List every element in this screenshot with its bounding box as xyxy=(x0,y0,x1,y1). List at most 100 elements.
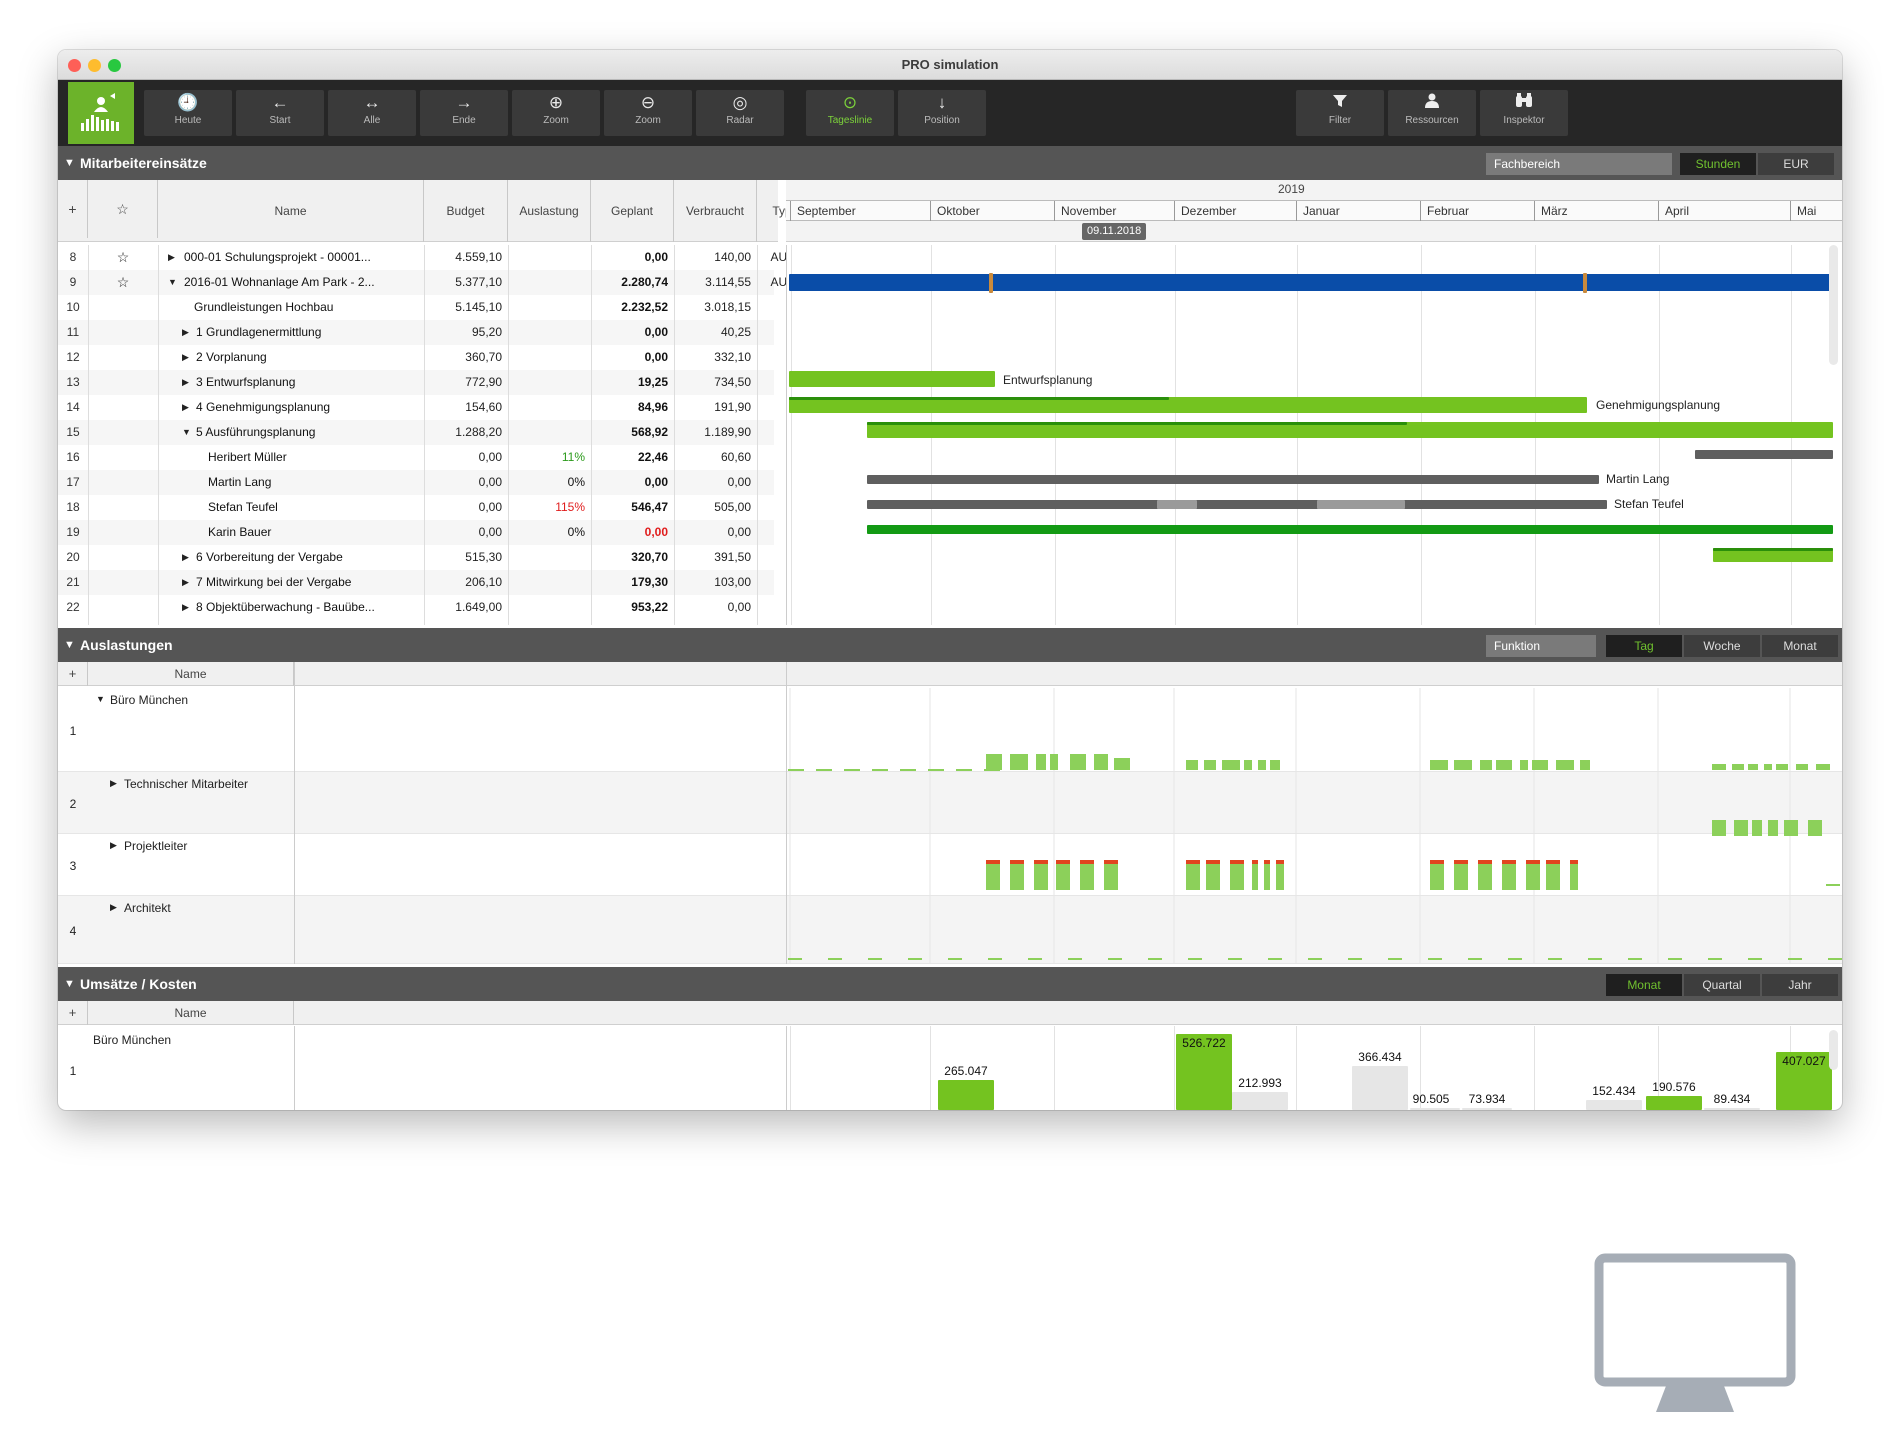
revenue-bar[interactable] xyxy=(1462,1108,1512,1110)
revenue-bar[interactable] xyxy=(1176,1034,1232,1110)
favorite-star-icon[interactable] xyxy=(88,295,158,320)
favorite-star-icon[interactable] xyxy=(88,545,158,570)
favorite-star-icon[interactable] xyxy=(88,370,158,395)
view-tag-button[interactable]: Tag xyxy=(1606,635,1682,657)
favorite-star-icon[interactable] xyxy=(88,570,158,595)
column-header-auslastung[interactable]: Auslastung xyxy=(508,180,591,242)
gantt-bar-karin-bauer[interactable] xyxy=(867,525,1833,534)
funktion-field[interactable]: Funktion xyxy=(1486,635,1596,657)
table-row[interactable]: 21 ▶ 7 Mitwirkung bei der Vergabe 206,10 179… xyxy=(58,570,774,595)
milestone-marker[interactable] xyxy=(1583,273,1587,293)
gantt-bar-stefan-teufel[interactable] xyxy=(867,500,1607,509)
add-column-button[interactable]: + xyxy=(58,1001,88,1025)
minimize-window-button[interactable] xyxy=(88,59,101,72)
list-item[interactable]: 3 ▶ Projektleiter xyxy=(58,834,1842,896)
add-column-button[interactable]: + xyxy=(58,180,88,238)
today-marker[interactable]: 09.11.2018 xyxy=(1082,223,1147,240)
column-header-name[interactable]: Name xyxy=(88,1001,294,1025)
revenue-bar[interactable] xyxy=(1232,1092,1288,1110)
expand-arrow-icon[interactable]: ▶ xyxy=(168,252,175,262)
close-window-button[interactable] xyxy=(68,59,81,72)
gantt-bar-entwurfsplanung[interactable] xyxy=(789,371,995,387)
start-button[interactable]: ← Start xyxy=(236,90,324,136)
table-row[interactable]: 10 Grundleistungen Hochbau 5.145,10 2.232,5… xyxy=(58,295,774,320)
column-header-geplant[interactable]: Geplant xyxy=(591,180,674,242)
collapse-triangle-icon[interactable]: ▼ xyxy=(64,639,75,651)
list-item[interactable]: 1 ▼ Büro München xyxy=(58,688,1842,772)
expand-arrow-icon[interactable]: ▶ xyxy=(182,352,189,362)
table-row[interactable]: 20 ▶ 6 Vorbereitung der Vergabe 515,30 320,7… xyxy=(58,545,774,570)
table-row[interactable]: 16 Heribert Müller 0,00 11% 22,46 60,60 xyxy=(58,445,774,470)
table-row[interactable]: 13 ▶ 3 Entwurfsplanung 772,90 19,25 734,50 xyxy=(58,370,774,395)
revenue-bar[interactable] xyxy=(1410,1108,1460,1110)
ende-button[interactable]: → Ende xyxy=(420,90,508,136)
fachbereich-field[interactable]: Fachbereich xyxy=(1486,153,1672,175)
gantt-bar-ausfuehrungsplanung[interactable] xyxy=(867,422,1833,438)
table-row[interactable]: 15 ▼ 5 Ausführungsplanung 1.288,20 568,92 1.1… xyxy=(58,420,774,445)
column-header-verbraucht[interactable]: Verbraucht xyxy=(674,180,757,242)
revenue-bar[interactable] xyxy=(1776,1052,1832,1110)
section-header-auslastungen[interactable]: ▼ Auslastungen Funktion Tag Woche Monat xyxy=(58,628,1842,662)
view-jahr-button[interactable]: Jahr xyxy=(1762,974,1838,996)
gantt-bar-vorbereitung-vergabe[interactable] xyxy=(1713,548,1833,562)
collapse-triangle-icon[interactable]: ▼ xyxy=(64,157,75,169)
vertical-scrollbar[interactable] xyxy=(1829,1030,1838,1070)
expand-arrow-icon[interactable]: ▶ xyxy=(182,327,189,337)
collapse-triangle-icon[interactable]: ▼ xyxy=(64,978,75,990)
unit-stunden-button[interactable]: Stunden xyxy=(1680,153,1756,175)
revenue-bar[interactable] xyxy=(1352,1066,1408,1110)
inspector-button[interactable]: Inspektor xyxy=(1480,90,1568,136)
gantt-bar-martin-lang[interactable] xyxy=(867,475,1599,484)
section-header-mitarbeitereinsaetze[interactable]: ▼ Mitarbeitereinsätze Fachbereich Stunde… xyxy=(58,146,1842,180)
table-row[interactable]: 18 Stefan Teufel 0,00 115% 546,47 505,00 xyxy=(58,495,774,520)
section-header-umsaetze-kosten[interactable]: ▼ Umsätze / Kosten Monat Quartal Jahr xyxy=(58,967,1842,1001)
row-name-buero-muenchen[interactable]: Büro München xyxy=(93,1033,172,1047)
column-header-budget[interactable]: Budget xyxy=(424,180,508,242)
zoom-window-button[interactable] xyxy=(108,59,121,72)
unit-eur-button[interactable]: EUR xyxy=(1758,153,1834,175)
heute-button[interactable]: 🕘 Heute xyxy=(144,90,232,136)
favorite-star-icon[interactable] xyxy=(88,445,158,470)
expand-arrow-icon[interactable]: ▶ xyxy=(182,377,189,387)
zoom-out-button[interactable]: ⊖ Zoom xyxy=(604,90,692,136)
view-monat-button[interactable]: Monat xyxy=(1762,635,1838,657)
revenue-bar[interactable] xyxy=(938,1080,994,1110)
position-button[interactable]: ↓ Position xyxy=(898,90,986,136)
filter-button[interactable]: Filter xyxy=(1296,90,1384,136)
gantt-area[interactable]: Entwurfsplanung Genehmigungsplanung Mart… xyxy=(786,245,1842,625)
revenue-bar[interactable] xyxy=(1646,1096,1702,1110)
add-column-button[interactable]: + xyxy=(58,662,88,686)
resources-button[interactable]: Ressourcen xyxy=(1388,90,1476,136)
favorite-star-icon[interactable] xyxy=(88,595,158,620)
favorite-star-icon[interactable] xyxy=(88,345,158,370)
gantt-bar-genehmigungsplanung[interactable] xyxy=(789,397,1587,413)
revenue-bar[interactable] xyxy=(1586,1100,1642,1110)
view-woche-button[interactable]: Woche xyxy=(1684,635,1760,657)
favorite-star-icon[interactable] xyxy=(88,420,158,445)
zoom-in-button[interactable]: ⊕ Zoom xyxy=(512,90,600,136)
favorite-star-icon[interactable] xyxy=(88,395,158,420)
table-row[interactable]: 17 Martin Lang 0,00 0% 0,00 0,00 xyxy=(58,470,774,495)
favorite-star-icon[interactable]: ☆ xyxy=(116,249,130,265)
table-row[interactable]: 22 ▶ 8 Objektüberwachung - Bauübe... 1.649,… xyxy=(58,595,774,620)
expand-arrow-icon[interactable]: ▶ xyxy=(110,840,117,850)
favorite-star-icon[interactable]: ☆ xyxy=(116,274,130,290)
expand-arrow-icon[interactable]: ▶ xyxy=(182,577,189,587)
expand-arrow-icon[interactable]: ▶ xyxy=(182,552,189,562)
expand-arrow-icon[interactable]: ▶ xyxy=(182,402,189,412)
alle-button[interactable]: ↔ Alle xyxy=(328,90,416,136)
table-row[interactable]: 14 ▶ 4 Genehmigungsplanung 154,60 84,96 191,9… xyxy=(58,395,774,420)
table-row[interactable]: 8 ☆ ▶ 000-01 Schulungsprojekt - 00001... 4.5… xyxy=(58,245,786,270)
gantt-bar-project-2016-01[interactable] xyxy=(789,274,1833,291)
table-row[interactable]: 12 ▶ 2 Vorplanung 360,70 0,00 332,10 xyxy=(58,345,774,370)
list-item[interactable]: 4 ▶ Architekt xyxy=(58,896,1842,964)
vertical-scrollbar[interactable] xyxy=(1829,245,1838,365)
gantt-bar-heribert-mueller[interactable] xyxy=(1695,450,1833,459)
collapse-arrow-icon[interactable]: ▼ xyxy=(182,427,191,437)
milestone-marker[interactable] xyxy=(989,273,993,293)
favorite-star-icon[interactable] xyxy=(88,320,158,345)
view-monat-button[interactable]: Monat xyxy=(1606,974,1682,996)
favorite-star-icon[interactable] xyxy=(88,520,158,545)
table-row[interactable]: 19 Karin Bauer 0,00 0% 0,00 0,00 xyxy=(58,520,774,545)
collapse-arrow-icon[interactable]: ▼ xyxy=(168,277,177,287)
